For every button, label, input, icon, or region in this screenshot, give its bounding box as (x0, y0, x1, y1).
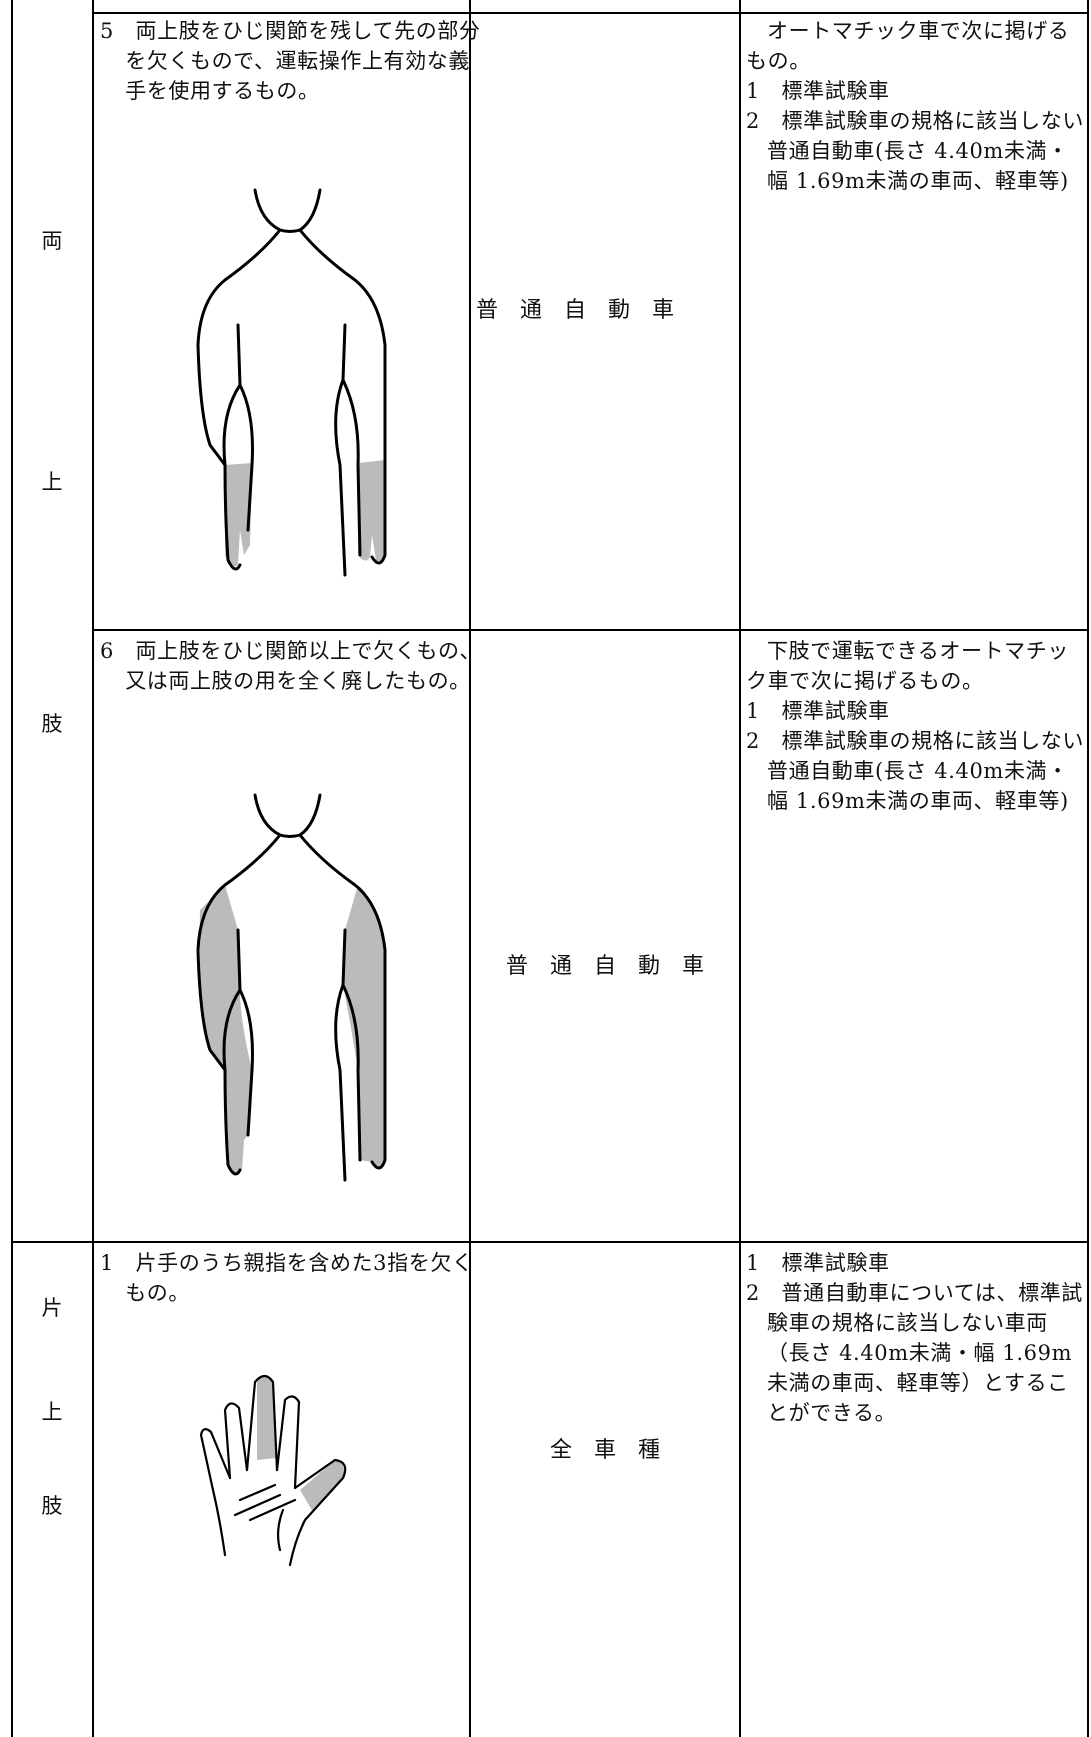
vehicle-type: 普 通 自 動 車 (505, 954, 704, 979)
border (92, 629, 1089, 631)
requirements: オートマチック車で次に掲げるもの。 1 標準試験車 2 標準試験車の規格に該当し… (746, 16, 1084, 196)
group-label: 両 (41, 229, 63, 253)
group-label: 片 (41, 1296, 63, 1320)
requirements-intro: オートマチック車で次に掲げるもの。 (746, 19, 1070, 73)
group-label: 上 (41, 1400, 63, 1424)
requirement-item: 1 標準試験車 (746, 699, 890, 723)
requirement-item: 1 標準試験車 (746, 1251, 890, 1275)
vehicle-type: 普 通 自 動 車 (476, 298, 675, 323)
condition: 5 両上肢をひじ関節を残して先の部分を欠くもので、運転操作上有効な義手を使用する… (100, 19, 481, 103)
hand-figure (199, 1374, 347, 1567)
requirements: 下肢で運転できるオートマチック車で次に掲げるもの。 1 標準試験車 2 標準試験… (746, 636, 1084, 816)
border (11, 1241, 1089, 1243)
border (1087, 0, 1089, 1737)
group-label: 肢 (41, 1494, 63, 1518)
border (92, 12, 1089, 14)
requirement-item: 2 標準試験車の規格に該当しない普通自動車(長さ 4.40m未満・幅 1.69m… (746, 729, 1084, 813)
border (92, 0, 94, 1737)
requirements-intro: 下肢で運転できるオートマチック車で次に掲げるもの。 (746, 639, 1069, 693)
group-label: 上 (41, 470, 63, 494)
vehicle-type: 全 車 種 (549, 1438, 660, 1463)
requirement-item: 2 普通自動車については、標準試験車の規格に該当しない車両（長さ 4.40m未満… (746, 1281, 1083, 1425)
group-label: 肢 (41, 712, 63, 736)
body-figure (196, 793, 387, 1182)
requirement-item: 2 標準試験車の規格に該当しない普通自動車(長さ 4.40m未満・幅 1.69m… (746, 109, 1084, 193)
border (739, 0, 741, 1737)
body-figure (196, 188, 387, 577)
condition: 1 片手のうち親指を含めた3指を欠くもの。 (100, 1251, 474, 1305)
requirements: 1 標準試験車 2 普通自動車については、標準試験車の規格に該当しない車両（長さ… (746, 1248, 1084, 1428)
condition: 6 両上肢をひじ関節以上で欠くもの、又は両上肢の用を全く廃したもの。 (100, 639, 482, 693)
requirement-item: 1 標準試験車 (746, 79, 890, 103)
border (469, 0, 471, 1737)
border (11, 0, 13, 1737)
